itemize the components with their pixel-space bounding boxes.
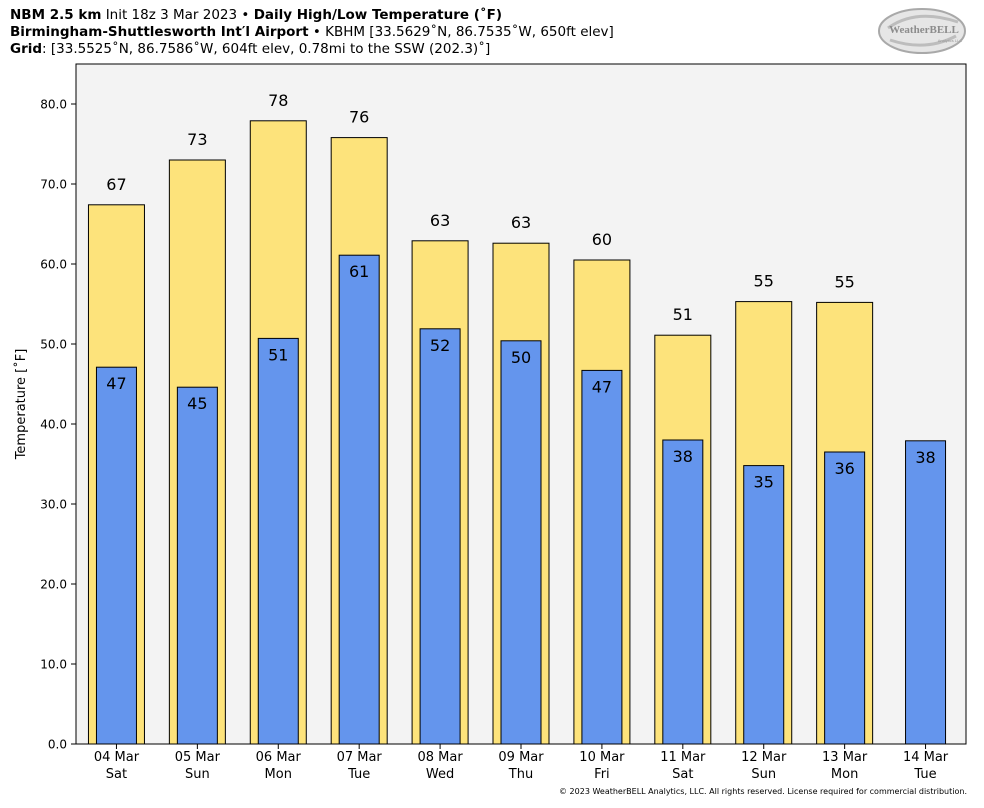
high-value-label: 67 [106, 175, 126, 194]
logo-text: WeatherBELL [889, 24, 959, 36]
low-bar [662, 439, 704, 745]
low-bar [419, 328, 461, 745]
x-tick-day: Sun [185, 767, 210, 782]
x-tick-date: 07 Mar [337, 750, 383, 765]
high-value-label: 76 [349, 108, 369, 127]
low-value-label: 52 [430, 336, 450, 355]
low-bar [500, 340, 542, 745]
separator: • [312, 24, 321, 40]
low-bar [581, 369, 623, 745]
low-bar [905, 440, 947, 745]
x-tick-day: Sat [106, 767, 127, 782]
logo-subtext: Analytics LLC [938, 38, 963, 43]
y-tick-label: 50.0 [40, 338, 67, 352]
low-value-label: 50 [511, 348, 531, 367]
y-tick-label: 60.0 [40, 258, 67, 272]
low-bar [95, 366, 137, 745]
low-value-label: 45 [187, 394, 207, 413]
x-tick-day: Mon [831, 767, 858, 782]
low-value-label: 38 [673, 447, 693, 466]
low-value-label: 36 [834, 459, 854, 478]
low-bar [176, 386, 218, 745]
x-tick-date: 10 Mar [579, 750, 625, 765]
station-details: KBHM [33.5629˚N, 86.7535˚W, 650ft elev] [325, 24, 614, 40]
x-tick-date: 09 Mar [498, 750, 544, 765]
grid-label: Grid [10, 41, 43, 57]
grid-details: : [33.5525˚N, 86.7586˚W, 604ft elev, 0.7… [42, 41, 491, 57]
x-tick-date: 06 Mar [256, 750, 302, 765]
high-value-label: 63 [430, 211, 450, 230]
x-tick-date: 12 Mar [741, 750, 787, 765]
low-value-label: 38 [915, 448, 935, 467]
low-bar [338, 254, 380, 745]
high-value-label: 60 [592, 230, 612, 249]
x-tick-date: 14 Mar [903, 750, 949, 765]
y-axis-label: Temperature [˚F] [13, 349, 29, 461]
y-axis: 0.0 10.0 20.0 30.0 40.0 50.0 60.0 70.0 80.0 [40, 98, 76, 752]
station-name: Birmingham-Shuttlesworth Int′l Airport [10, 24, 309, 40]
y-tick-label: 40.0 [40, 418, 67, 432]
plot-frame [75, 63, 967, 745]
x-tick-day: Sat [672, 767, 693, 782]
y-tick-label: 70.0 [40, 178, 67, 192]
y-tick-label: 20.0 [40, 578, 67, 592]
high-value-label: 55 [834, 272, 854, 291]
x-tick-day: Fri [594, 767, 610, 782]
y-tick-label: 0.0 [48, 738, 67, 752]
low-value-label: 35 [754, 473, 774, 492]
title-line-2: Birmingham-Shuttlesworth Int′l Airport •… [10, 23, 614, 41]
title-line-1: NBM 2.5 km Init 18z 3 Mar 2023 • Daily H… [10, 6, 502, 24]
high-value-label: 51 [673, 305, 693, 324]
x-tick-date: 04 Mar [94, 750, 140, 765]
separator: • [241, 7, 250, 23]
low-bar [824, 451, 866, 745]
y-tick-label: 30.0 [40, 498, 67, 512]
x-tick-date: 13 Mar [822, 750, 868, 765]
x-tick-date: 11 Mar [660, 750, 706, 765]
high-value-label: 63 [511, 213, 531, 232]
low-value-label: 47 [592, 377, 612, 396]
y-tick-label: 10.0 [40, 658, 67, 672]
low-value-label: 51 [268, 345, 288, 364]
x-tick-day: Tue [913, 767, 936, 782]
x-tick-day: Mon [265, 767, 292, 782]
x-tick-date: 08 Mar [417, 750, 463, 765]
y-tick-label: 80.0 [40, 98, 67, 112]
x-tick-day: Sun [751, 767, 776, 782]
x-tick-day: Tue [347, 767, 370, 782]
weatherbell-logo: WeatherBELL Analytics LLC [878, 8, 966, 54]
title-line-3: Grid: [33.5525˚N, 86.7586˚W, 604ft elev,… [10, 40, 490, 58]
low-bar [743, 465, 785, 745]
product-name: Daily High/Low Temperature (˚F) [253, 7, 503, 23]
x-tick-day: Wed [426, 767, 454, 782]
high-value-label: 73 [187, 130, 207, 149]
low-bar [257, 337, 299, 745]
high-value-label: 55 [754, 272, 774, 291]
x-tick-date: 05 Mar [175, 750, 221, 765]
high-value-label: 78 [268, 91, 288, 110]
x-axis: 04 Mar Sat 05 Mar Sun 06 Mar Mon 07 Mar Tue 08 M… [94, 744, 949, 782]
x-tick-day: Thu [508, 767, 533, 782]
init-time: Init 18z 3 Mar 2023 [105, 7, 238, 23]
low-value-label: 61 [349, 262, 369, 281]
model-name: NBM 2.5 km [10, 7, 102, 23]
low-value-label: 47 [106, 374, 126, 393]
bars-layer: 67 47 73 45 78 51 76 61 63 52 63 50 60 47 51 38 55 35 55 36… [87, 91, 947, 745]
copyright-footer: © 2023 WeatherBELL Analytics, LLC. All r… [559, 787, 967, 796]
